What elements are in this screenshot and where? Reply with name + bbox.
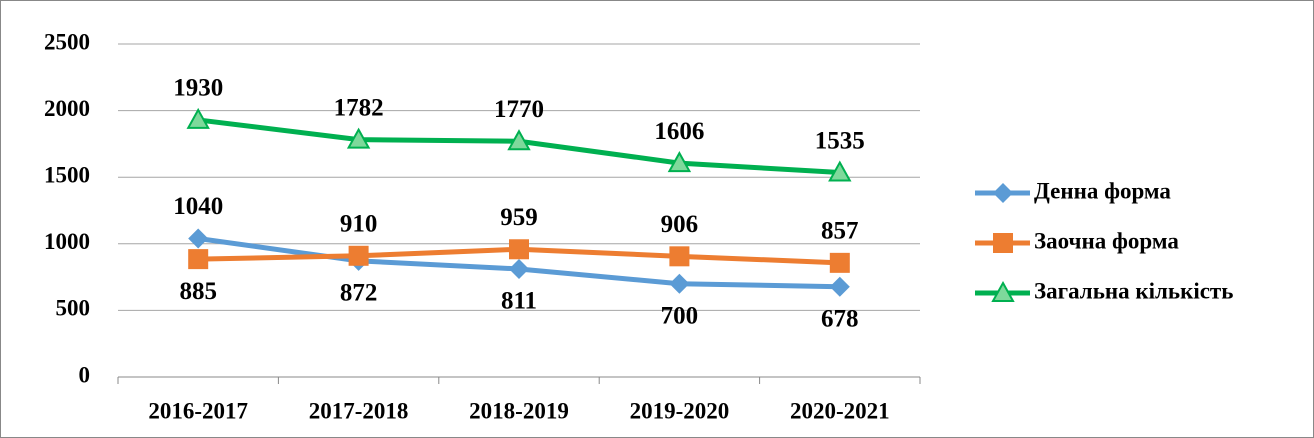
marker: [509, 258, 529, 279]
data-label: 1535: [815, 127, 865, 154]
x-tick-label: 2016-2017: [148, 398, 248, 423]
data-label: 872: [340, 280, 378, 307]
data-label: 910: [340, 211, 378, 238]
legend-label: Денна форма: [1034, 178, 1171, 203]
data-label: 1770: [494, 96, 544, 123]
data-label: 1930: [173, 75, 223, 102]
x-tick-label: 2018-2019: [469, 398, 569, 423]
marker: [993, 183, 1013, 203]
x-tick-label: 2019-2020: [630, 398, 730, 423]
data-label: 959: [500, 204, 538, 231]
data-label: 678: [821, 305, 859, 332]
marker: [348, 245, 369, 266]
data-label: 857: [821, 218, 859, 245]
data-label: 1606: [654, 118, 704, 145]
data-label: 1040: [173, 193, 223, 220]
marker: [509, 239, 529, 260]
y-tick-label: 1500: [44, 162, 90, 187]
y-tick-label: 0: [79, 362, 91, 387]
marker: [991, 280, 1015, 302]
marker: [669, 246, 690, 267]
y-tick-label: 1000: [44, 229, 90, 254]
data-label: 811: [501, 288, 537, 315]
x-tick-label: 2017-2018: [309, 398, 409, 423]
marker: [507, 129, 531, 151]
data-label: 700: [661, 302, 699, 329]
marker: [993, 233, 1013, 253]
legend-label: Загальна кількість: [1034, 278, 1233, 303]
marker: [346, 127, 371, 149]
legend-label: Заочна форма: [1034, 228, 1179, 253]
marker: [186, 107, 210, 129]
marker: [829, 276, 850, 297]
y-tick-label: 500: [56, 296, 91, 321]
x-tick-label: 2020-2021: [790, 398, 890, 423]
data-label: 1782: [334, 94, 384, 121]
y-tick-label: 2000: [44, 96, 90, 121]
marker: [667, 151, 692, 173]
marker: [829, 252, 850, 273]
marker: [188, 228, 209, 249]
y-tick-label: 2500: [44, 29, 90, 54]
data-label: 906: [661, 211, 699, 238]
data-label: 885: [179, 278, 217, 305]
marker: [188, 249, 209, 270]
marker: [669, 273, 690, 294]
marker: [828, 160, 852, 182]
